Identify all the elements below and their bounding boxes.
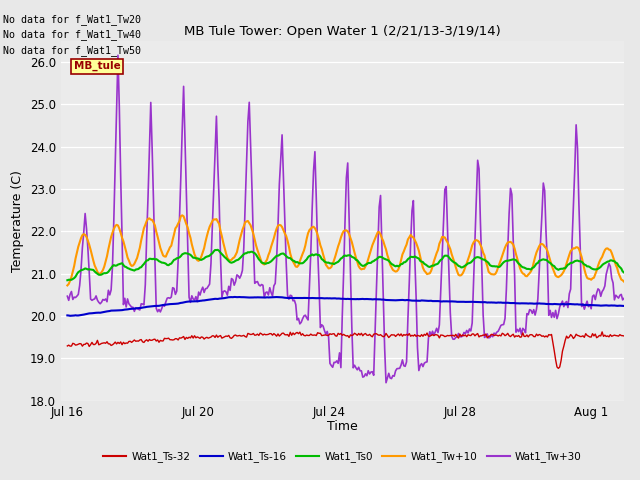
Wat1_Tw+10 — [472, 237, 480, 243]
Wat1_Ts-32 — [454, 335, 462, 341]
Wat1_Ts0 — [620, 270, 628, 276]
Line: Wat1_Tw+10: Wat1_Tw+10 — [67, 216, 624, 286]
Wat1_Tw+30 — [620, 295, 628, 301]
Wat1_Tw+30 — [474, 157, 481, 163]
Text: No data for f_Wat1_Tw40: No data for f_Wat1_Tw40 — [3, 29, 141, 40]
Wat1_Ts-32 — [230, 333, 238, 338]
Wat1_Ts-32 — [250, 331, 257, 336]
Line: Wat1_Tw+30: Wat1_Tw+30 — [67, 55, 624, 383]
Wat1_Tw+30 — [251, 280, 259, 286]
Wat1_Tw+10 — [63, 283, 71, 288]
Wat1_Tw+10 — [251, 237, 259, 242]
Text: No data for f_Wat1_Tw50: No data for f_Wat1_Tw50 — [3, 45, 141, 56]
Line: Wat1_Ts-16: Wat1_Ts-16 — [67, 297, 624, 316]
Line: Wat1_Ts-32: Wat1_Ts-32 — [67, 332, 624, 368]
Line: Wat1_Ts0: Wat1_Ts0 — [67, 250, 624, 280]
Wat1_Tw+10 — [232, 252, 239, 258]
Wat1_Ts0 — [251, 250, 259, 256]
Wat1_Ts-32 — [598, 329, 606, 335]
Wat1_Ts-16 — [375, 297, 383, 302]
Wat1_Ts-16 — [67, 313, 74, 319]
Wat1_Ts-32 — [554, 365, 562, 371]
Wat1_Ts-32 — [471, 333, 479, 339]
Wat1_Ts-32 — [372, 331, 380, 336]
Wat1_Tw+30 — [232, 279, 239, 285]
Wat1_Ts-32 — [63, 343, 71, 349]
Wat1_Ts0 — [456, 264, 464, 269]
Wat1_Ts-32 — [566, 334, 573, 340]
Wat1_Ts0 — [374, 255, 381, 261]
Wat1_Ts0 — [472, 254, 480, 260]
Wat1_Ts0 — [63, 277, 71, 283]
Wat1_Ts0 — [232, 258, 239, 264]
Wat1_Ts-16 — [567, 301, 575, 307]
Wat1_Ts-16 — [233, 294, 241, 300]
Wat1_Tw+30 — [458, 334, 465, 340]
Wat1_Tw+10 — [456, 273, 464, 278]
Wat1_Ts0 — [214, 247, 221, 252]
Wat1_Tw+30 — [114, 52, 122, 58]
Wat1_Tw+30 — [567, 286, 575, 292]
Wat1_Ts-16 — [63, 312, 71, 318]
Y-axis label: Temperature (C): Temperature (C) — [12, 170, 24, 272]
Wat1_Ts-16 — [230, 294, 238, 300]
Wat1_Ts-16 — [620, 303, 628, 309]
Wat1_Tw+10 — [620, 279, 628, 285]
Wat1_Ts-16 — [252, 295, 260, 300]
Wat1_Ts-16 — [474, 299, 481, 305]
Title: MB Tule Tower: Open Water 1 (2/21/13-3/19/14): MB Tule Tower: Open Water 1 (2/21/13-3/1… — [184, 25, 500, 38]
Wat1_Tw+30 — [374, 244, 381, 250]
Wat1_Tw+10 — [179, 213, 186, 218]
Text: MB_tule: MB_tule — [74, 61, 120, 72]
Wat1_Tw+10 — [374, 229, 381, 235]
Wat1_Tw+30 — [63, 293, 71, 299]
Wat1_Ts-16 — [458, 299, 465, 305]
Wat1_Tw+10 — [566, 252, 573, 258]
Wat1_Ts-32 — [620, 333, 628, 339]
Wat1_Tw+30 — [382, 380, 390, 385]
X-axis label: Time: Time — [327, 420, 358, 433]
Legend: Wat1_Ts-32, Wat1_Ts-16, Wat1_Ts0, Wat1_Tw+10, Wat1_Tw+30: Wat1_Ts-32, Wat1_Ts-16, Wat1_Ts0, Wat1_T… — [99, 447, 586, 467]
Wat1_Ts0 — [566, 261, 573, 267]
Text: No data for f_Wat1_Tw20: No data for f_Wat1_Tw20 — [3, 13, 141, 24]
